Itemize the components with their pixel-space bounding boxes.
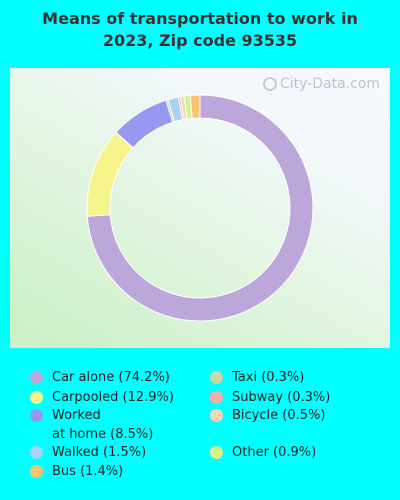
- legend-swatch: [210, 409, 223, 422]
- chart-title: Means of transportation to work in 2023,…: [0, 8, 400, 52]
- donut-chart: [86, 94, 314, 322]
- legend-label: Carpooled (12.9%): [52, 390, 174, 405]
- legend-swatch: [30, 391, 43, 404]
- legend-swatch: [30, 446, 43, 459]
- plot-area: City-Data.com: [10, 68, 390, 348]
- legend-item-other: Other (0.9%): [210, 443, 316, 462]
- watermark-text: City-Data.com: [279, 76, 380, 92]
- legend-item-carpooled: Carpooled (12.9%): [30, 388, 174, 407]
- legend-label: Bicycle (0.5%): [232, 408, 326, 423]
- legend-label: Walked (1.5%): [52, 445, 147, 460]
- legend-item-worked-at-home: Worked at home (8.5%): [30, 406, 153, 444]
- legend-label: Other (0.9%): [232, 445, 317, 460]
- legend-swatch: [210, 446, 223, 459]
- legend-swatch: [30, 409, 43, 422]
- magnifier-icon: [262, 77, 277, 91]
- watermark: City-Data.com: [262, 76, 380, 92]
- legend-label: Worked at home (8.5%): [52, 408, 154, 442]
- donut-slice-bus: [189, 94, 201, 119]
- legend-swatch: [30, 371, 43, 384]
- legend-item-bus: Bus (1.4%): [30, 462, 123, 481]
- legend-item-bicycle: Bicycle (0.5%): [210, 406, 325, 425]
- chart-title-line-1: Means of transportation to work in: [42, 9, 358, 28]
- legend-swatch: [210, 371, 223, 384]
- legend-item-taxi: Taxi (0.3%): [210, 368, 304, 387]
- chart-title-line-2: 2023, Zip code 93535: [102, 31, 298, 50]
- legend-label: Subway (0.3%): [232, 390, 331, 405]
- donut-slice-car-alone: [86, 94, 314, 322]
- legend-item-car-alone: Car alone (74.2%): [30, 368, 170, 387]
- legend-label: Bus (1.4%): [52, 464, 124, 479]
- legend-swatch: [210, 391, 223, 404]
- legend-swatch: [30, 465, 43, 478]
- legend-label: Car alone (74.2%): [52, 370, 170, 385]
- donut-slice-worked-at-home: [115, 99, 174, 149]
- donut-slice-carpooled: [86, 131, 134, 217]
- legend-item-subway: Subway (0.3%): [210, 388, 330, 407]
- legend-label: Taxi (0.3%): [232, 370, 305, 385]
- legend-item-walked: Walked (1.5%): [30, 443, 146, 462]
